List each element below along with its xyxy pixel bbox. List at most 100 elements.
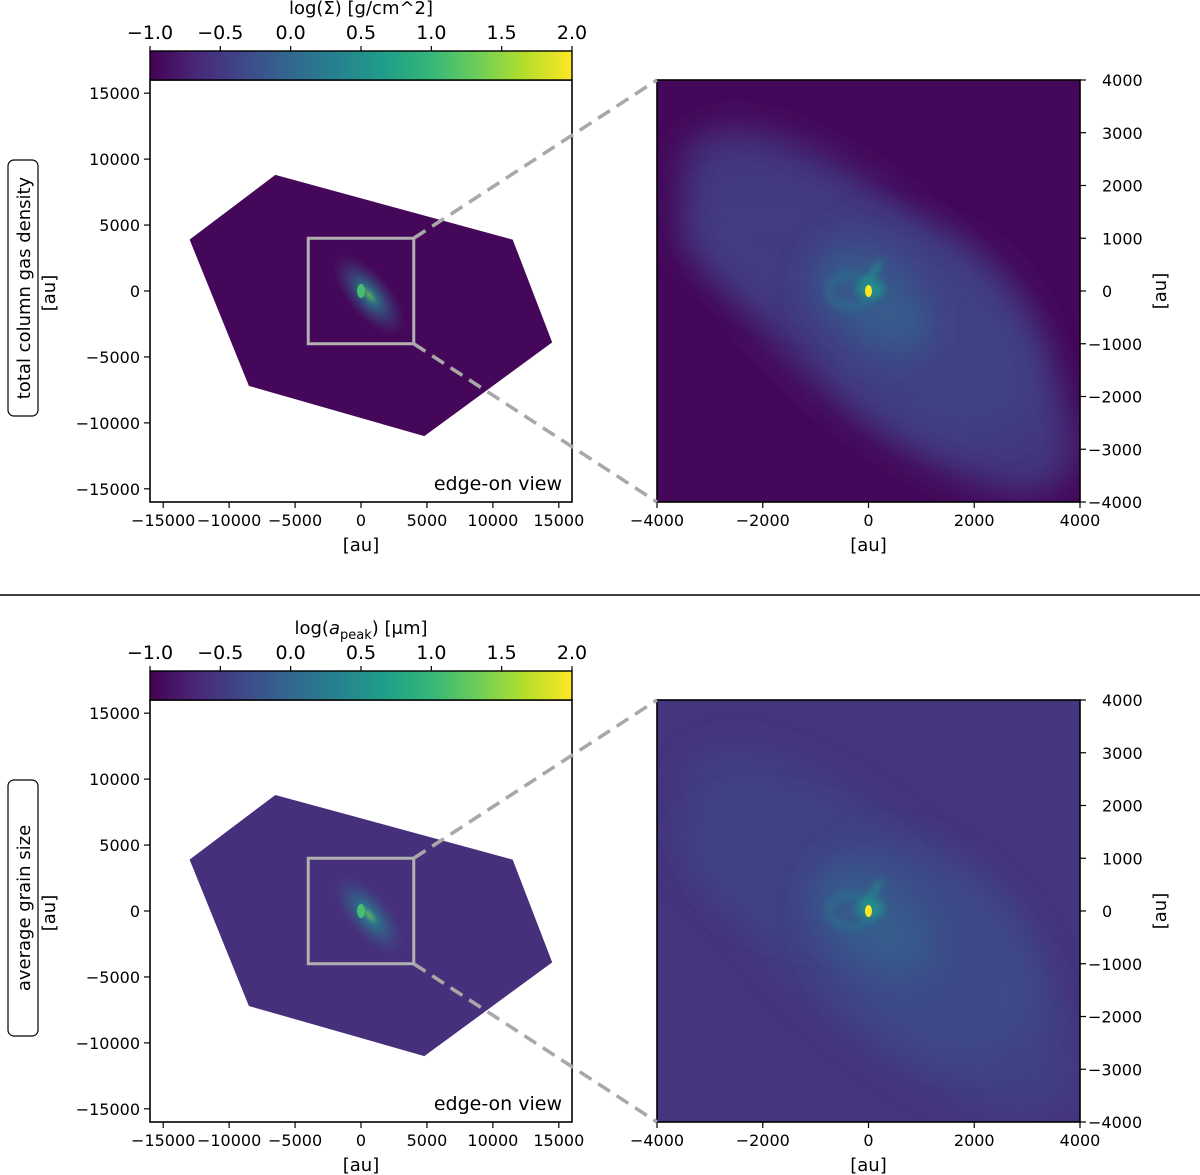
- x-tick-label: 0: [356, 511, 366, 530]
- peak-core: [865, 285, 872, 297]
- colorbar-gradient: [149, 50, 573, 81]
- colorbar-tick-label: 0.5: [346, 22, 376, 44]
- zoom-x-tick-label: 0: [863, 511, 873, 530]
- zoom-connector-bottom: [412, 342, 658, 504]
- zoom-y-tick-label: −3000: [1088, 440, 1142, 459]
- zoom-x-tick-label: 2000: [954, 1131, 995, 1150]
- y-tick-label: −10000: [76, 1034, 140, 1053]
- y-tick-label: −10000: [76, 414, 140, 433]
- y-tick-label: 10000: [89, 770, 140, 789]
- y-tick-label: 15000: [89, 704, 140, 723]
- envelope-emission: [332, 254, 406, 336]
- envelope-emission: [332, 874, 406, 956]
- y-tick-label: 0: [130, 902, 140, 921]
- zoom-box: [306, 236, 416, 346]
- zoom-box: [306, 856, 416, 966]
- core-emission: [357, 284, 365, 298]
- colorbar-tick-label: −0.5: [197, 22, 243, 44]
- zoom-y-tick-label: −4000: [1088, 493, 1142, 512]
- x-tick-label: −10000: [197, 511, 261, 530]
- zoom-heatmap: [681, 129, 1075, 493]
- colorbar-label: log(apeak) [μm]: [294, 618, 427, 643]
- row-label: average grain size: [7, 779, 39, 1037]
- x-tick-label: −5000: [268, 511, 322, 530]
- colorbar-tick-label: 1.0: [416, 642, 446, 664]
- x-tick-label: 10000: [467, 1131, 518, 1150]
- zoom-y-tick-label: 1000: [1102, 849, 1143, 868]
- colorbar-label-symbol: a: [329, 618, 340, 639]
- zoom-y-tick-label: 0: [1102, 282, 1112, 301]
- zoom-panel: −4000 −2000 0 2000 4000 4000 3000 2000 1000 0 −100…: [630, 71, 1171, 556]
- y-tick-label: −15000: [76, 1100, 140, 1119]
- colorbar-tick-label: 1.5: [487, 22, 517, 44]
- zoom-y-tick-label: 3000: [1102, 124, 1143, 143]
- zoom-y-axis-label: [au]: [1150, 273, 1171, 309]
- zoom-y-tick-label: 3000: [1102, 744, 1143, 763]
- colorbar: −1.0 −0.5 0.0 0.5 1.0 1.5 2.0 log(Σ) [g/cm^2]: [127, 0, 587, 81]
- peak-core: [865, 905, 872, 917]
- x-axis-label: [au]: [343, 535, 379, 556]
- zoom-panel: −4000 −2000 0 2000 4000 4000 3000 2000 1000 0 −100…: [630, 691, 1171, 1175]
- zoom-y-tick-label: 4000: [1102, 71, 1143, 90]
- colorbar: −1.0 −0.5 0.0 0.5 1.0 1.5 2.0 log(apeak) [μm]: [127, 618, 587, 701]
- zoom-connector-top: [412, 698, 658, 860]
- y-tick-label: −15000: [76, 480, 140, 499]
- colorbar-tick-label: 2.0: [557, 642, 587, 664]
- x-tick-label: 10000: [467, 511, 518, 530]
- y-tick-label: −5000: [86, 968, 140, 987]
- row-label: total column gas density: [7, 159, 39, 417]
- y-axis-label: [au]: [39, 275, 60, 311]
- zoom-y-axis-label: [au]: [1150, 893, 1171, 929]
- zoom-y-tick-label: −4000: [1088, 1113, 1142, 1132]
- colorbar-tick-label: 1.5: [487, 642, 517, 664]
- zoom-x-tick-label: 4000: [1060, 511, 1101, 530]
- colorbar-tick-label: −0.5: [197, 642, 243, 664]
- y-tick-label: 10000: [89, 150, 140, 169]
- colorbar-label: log(Σ) [g/cm^2]: [289, 0, 433, 19]
- zoom-connector-top: [412, 78, 658, 240]
- colorbar-label-suffix: ) [μm]: [372, 618, 428, 639]
- x-tick-label: 15000: [533, 1131, 584, 1150]
- zoom-y-tick-label: 4000: [1102, 691, 1143, 710]
- colorbar-label-prefix: log(: [294, 618, 328, 639]
- colorbar-tick-label: −1.0: [127, 22, 173, 44]
- zoom-x-tick-label: −4000: [630, 511, 684, 530]
- zoom-y-tick-label: −2000: [1088, 1008, 1142, 1027]
- row-label-text: average grain size: [14, 825, 35, 991]
- zoom-x-axis-label: [au]: [850, 1155, 886, 1175]
- y-tick-label: −5000: [86, 348, 140, 367]
- zoom-x-tick-label: 4000: [1060, 1131, 1101, 1150]
- zoom-y-tick-label: 1000: [1102, 229, 1143, 248]
- zoom-x-tick-label: −4000: [630, 1131, 684, 1150]
- zoom-x-axis-label: [au]: [850, 535, 886, 556]
- colorbar-tick-label: 1.0: [416, 22, 446, 44]
- y-tick-label: 5000: [99, 216, 140, 235]
- x-tick-label: 15000: [533, 511, 584, 530]
- colorbar-gradient: [149, 670, 573, 701]
- colorbar-tick-label: 0.5: [346, 642, 376, 664]
- edge-on-panel: edge-on view−15000 −10000 −5000 0 5000 10000 1…: [39, 699, 584, 1175]
- x-tick-label: −10000: [197, 1131, 261, 1150]
- x-tick-label: 0: [356, 1131, 366, 1150]
- zoom-y-tick-label: −1000: [1088, 335, 1142, 354]
- zoom-y-tick-label: −3000: [1088, 1060, 1142, 1079]
- zoom-y-tick-label: 2000: [1102, 177, 1143, 196]
- zoom-y-tick-label: 2000: [1102, 797, 1143, 816]
- zoom-x-tick-label: 0: [863, 1131, 873, 1150]
- y-tick-label: 0: [130, 282, 140, 301]
- edge-on-view-label: edge-on view: [434, 473, 562, 495]
- y-tick-label: 5000: [99, 836, 140, 855]
- zoom-x-tick-label: −2000: [736, 511, 790, 530]
- zoom-heatmap: [681, 749, 1075, 1113]
- x-axis-label: [au]: [343, 1155, 379, 1175]
- y-tick-label: 15000: [89, 84, 140, 103]
- colorbar-tick-label: 0.0: [276, 642, 306, 664]
- edge-on-view-label: edge-on view: [434, 1093, 562, 1115]
- colorbar-tick-label: −1.0: [127, 642, 173, 664]
- colorbar-label-subscript: peak: [340, 628, 372, 643]
- x-tick-label: −5000: [268, 1131, 322, 1150]
- x-tick-label: −15000: [131, 1131, 195, 1150]
- x-tick-label: 5000: [407, 511, 448, 530]
- edge-on-panel: edge-on view −15000 −10000 −5000 0 5000 10000 1…: [39, 79, 584, 556]
